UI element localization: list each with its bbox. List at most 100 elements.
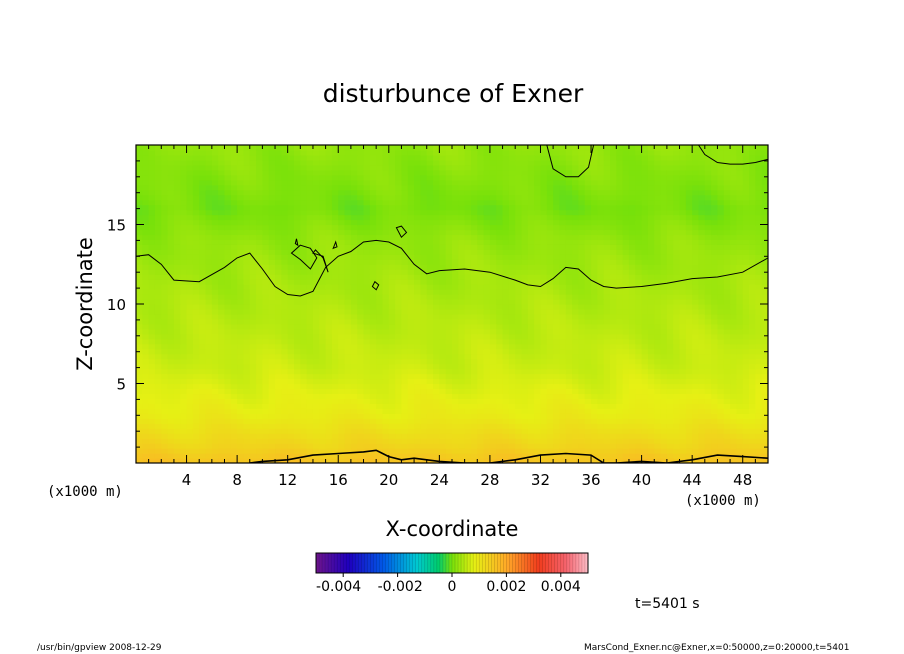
heatmap-cell xyxy=(559,428,567,434)
heatmap-cell xyxy=(199,254,207,260)
heatmap-cell xyxy=(685,378,693,385)
heatmap-cell xyxy=(717,313,725,320)
heatmap-cell xyxy=(382,388,390,395)
heatmap-cell xyxy=(616,448,624,454)
heatmap-cell xyxy=(635,269,643,275)
heatmap-cell xyxy=(723,224,731,231)
heatmap-cell xyxy=(376,234,384,241)
heatmap-cell xyxy=(439,338,447,345)
heatmap-cell xyxy=(420,358,428,365)
heatmap-cell xyxy=(420,254,428,260)
heatmap-cell xyxy=(698,308,706,315)
heatmap-cell xyxy=(142,294,150,300)
heatmap-cell xyxy=(275,229,282,236)
heatmap-cell xyxy=(546,274,554,280)
heatmap-cell xyxy=(401,264,409,270)
heatmap-cell xyxy=(294,413,301,419)
heatmap-cell xyxy=(711,259,719,265)
heatmap-cell xyxy=(388,259,396,265)
heatmap-cell xyxy=(496,299,504,305)
heatmap-cell xyxy=(572,229,579,236)
heatmap-cell xyxy=(426,373,434,380)
heatmap-cell xyxy=(256,348,263,355)
heatmap-cell xyxy=(610,348,617,355)
heatmap-cell xyxy=(679,244,687,250)
heatmap-cell xyxy=(148,413,156,419)
heatmap-cell xyxy=(369,453,377,459)
heatmap-cell xyxy=(641,338,649,345)
heatmap-cell xyxy=(357,433,365,439)
heatmap-cell xyxy=(755,338,763,345)
heatmap-cell xyxy=(249,214,257,221)
heatmap-cell xyxy=(685,219,693,226)
heatmap-cell xyxy=(654,363,662,370)
heatmap-cell xyxy=(572,269,579,275)
heatmap-cell xyxy=(281,393,289,400)
heatmap-cell xyxy=(527,249,535,255)
heatmap-cell xyxy=(730,284,737,290)
heatmap-cell xyxy=(388,279,396,285)
heatmap-cell xyxy=(369,289,377,295)
heatmap-cell xyxy=(294,408,301,414)
heatmap-cell xyxy=(363,328,371,335)
heatmap-cell xyxy=(312,259,320,265)
heatmap-cell xyxy=(483,393,491,400)
heatmap-cell xyxy=(489,269,497,275)
heatmap-cell xyxy=(218,294,226,300)
heatmap-cell xyxy=(306,428,314,434)
heatmap-cell xyxy=(540,304,548,310)
heatmap-cell xyxy=(666,224,674,231)
heatmap-cell xyxy=(534,338,542,345)
heatmap-cell xyxy=(679,343,687,350)
heatmap-cell xyxy=(312,383,320,390)
heatmap-cell xyxy=(420,289,428,295)
heatmap-cell xyxy=(186,284,194,290)
heatmap-cell xyxy=(243,284,251,290)
heatmap-cell xyxy=(711,383,719,390)
heatmap-cell xyxy=(256,284,263,290)
heatmap-cell xyxy=(673,274,681,280)
heatmap-cell xyxy=(350,458,358,463)
heatmap-cell xyxy=(742,413,750,419)
heatmap-cell xyxy=(666,304,674,310)
heatmap-cell xyxy=(369,438,377,444)
heatmap-cell xyxy=(439,343,447,350)
heatmap-cell xyxy=(641,304,649,310)
heatmap-cell xyxy=(603,353,611,360)
heatmap-cell xyxy=(458,368,466,375)
heatmap-cell xyxy=(578,343,586,350)
heatmap-cell xyxy=(679,368,687,375)
heatmap-cell xyxy=(673,234,681,241)
heatmap-cell xyxy=(205,308,213,315)
heatmap-cell xyxy=(262,443,270,449)
heatmap-cell xyxy=(199,353,207,360)
heatmap-cell xyxy=(603,458,611,463)
heatmap-cell xyxy=(749,453,756,459)
heatmap-cell xyxy=(262,299,270,305)
heatmap-cell xyxy=(730,264,737,270)
heatmap-cell xyxy=(730,343,737,350)
heatmap-cell xyxy=(218,448,226,454)
heatmap-cell xyxy=(154,269,162,275)
heatmap-cell xyxy=(414,358,421,365)
heatmap-cell xyxy=(692,284,700,290)
heatmap-cell xyxy=(376,338,384,345)
heatmap-cell xyxy=(237,443,245,449)
heatmap-cell xyxy=(357,219,365,226)
heatmap-cell xyxy=(243,398,251,404)
heatmap-cell xyxy=(338,214,346,221)
heatmap-cell xyxy=(426,358,434,365)
heatmap-cell xyxy=(508,244,516,250)
heatmap-cell xyxy=(527,333,535,340)
heatmap-cell xyxy=(666,453,674,459)
heatmap-cell xyxy=(502,348,510,355)
heatmap-cell xyxy=(256,418,263,424)
heatmap-cell xyxy=(249,313,257,320)
heatmap-cell xyxy=(136,388,143,395)
heatmap-cell xyxy=(584,403,592,409)
heatmap-cell xyxy=(275,254,282,260)
heatmap-cell xyxy=(382,219,390,226)
heatmap-cell xyxy=(458,294,466,300)
heatmap-cell xyxy=(597,453,605,459)
heatmap-cell xyxy=(199,348,207,355)
